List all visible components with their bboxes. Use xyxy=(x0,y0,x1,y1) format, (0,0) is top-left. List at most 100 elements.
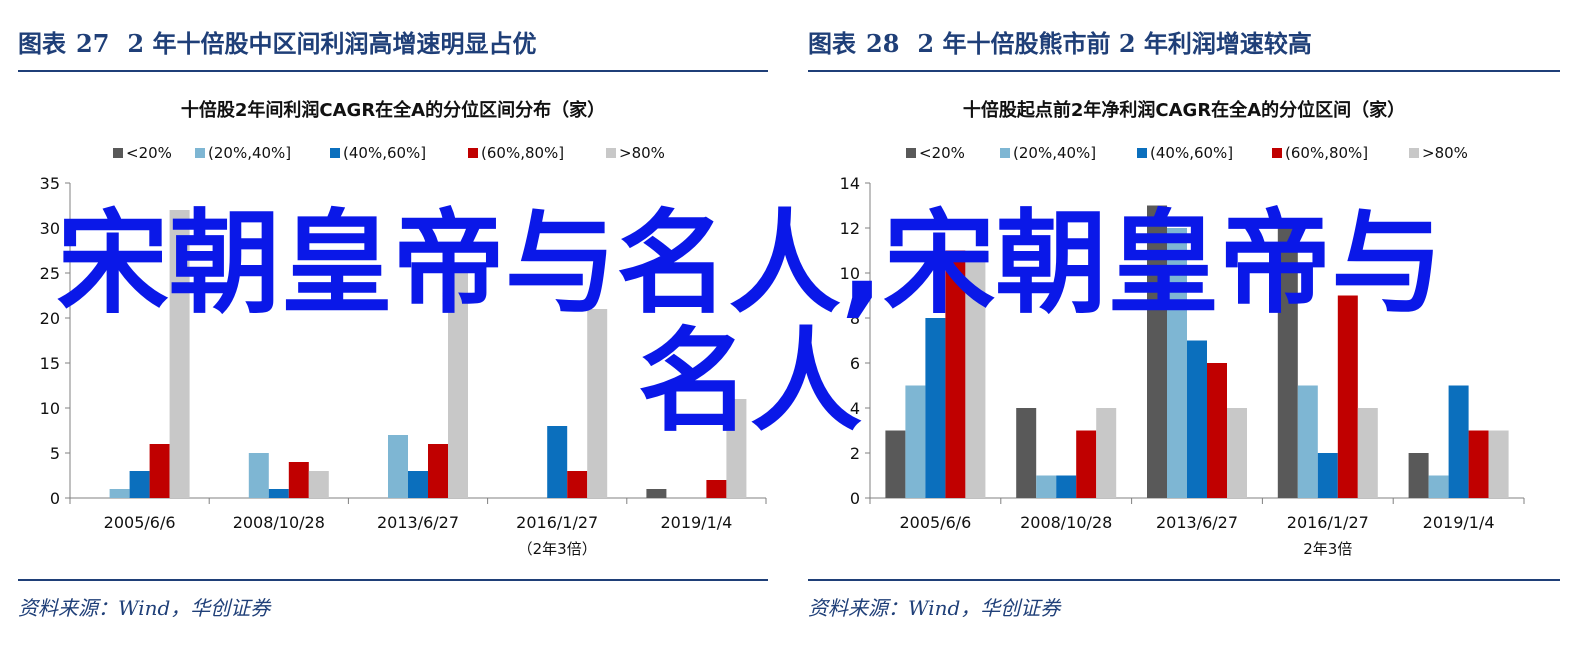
bar xyxy=(308,471,329,498)
legend-swatch xyxy=(1137,148,1147,158)
bar xyxy=(1317,453,1338,498)
legend-swatch xyxy=(906,148,916,158)
figure-title: 图表 28 2 年十倍股熊市前 2 年利润增速较高 xyxy=(808,24,1312,59)
bar-chart-27: 十倍股2年间利润CAGR在全A的分位区间分布（家） <20% (20%,40%] (4… xyxy=(40,99,767,558)
bar xyxy=(1096,408,1117,498)
y-tick-label: 0 xyxy=(850,489,860,508)
bar xyxy=(925,318,946,498)
x-tick-label: 2008/10/28 xyxy=(1020,513,1112,532)
bar xyxy=(428,444,448,498)
top-rule xyxy=(18,70,768,72)
bottom-rule xyxy=(18,579,768,581)
legend-label: >80% xyxy=(619,144,665,162)
x-tick-label: 2016/1/27 xyxy=(1287,513,1369,532)
legend-label: (40%,60%] xyxy=(343,144,426,162)
bar xyxy=(388,435,408,498)
legend-label: <20% xyxy=(919,144,965,162)
bar xyxy=(726,399,747,498)
bar xyxy=(1277,228,1298,498)
y-tick-label: 25 xyxy=(40,264,60,283)
figure-heading: 2 年十倍股熊市前 2 年利润增速较高 xyxy=(917,29,1312,58)
y-tick-label: 8 xyxy=(850,309,860,328)
y-tick-label: 0 xyxy=(50,489,60,508)
x-tick-label: 2013/6/27 xyxy=(1156,513,1238,532)
legend-label: (20%,40%] xyxy=(1013,144,1096,162)
legend-swatch xyxy=(330,148,340,158)
bar xyxy=(1357,408,1378,498)
x-tick-label: 2005/6/6 xyxy=(104,513,176,532)
bar xyxy=(1428,475,1449,498)
bar xyxy=(587,309,608,498)
figure-number: 27 xyxy=(76,29,110,58)
bar xyxy=(1488,430,1509,498)
source-note: 资料来源：Wind，华创证券 xyxy=(18,596,271,620)
figure-label: 图表 xyxy=(18,29,66,58)
x-tick-sublabel: 2年3倍 xyxy=(1303,540,1352,558)
bar xyxy=(885,430,906,498)
bar xyxy=(109,489,130,498)
legend-label: (40%,60%] xyxy=(1150,144,1233,162)
bar xyxy=(1167,228,1187,498)
figure-number: 28 xyxy=(866,29,900,58)
figure-title: 图表 27 2 年十倍股中区间利润高增速明显占优 xyxy=(18,24,536,59)
bar xyxy=(1187,340,1207,498)
y-tick-label: 15 xyxy=(40,354,60,373)
top-rule xyxy=(808,70,1560,72)
legend-label: (60%,80%] xyxy=(1285,144,1368,162)
x-tick-label: 2013/6/27 xyxy=(377,513,459,532)
y-tick-label: 12 xyxy=(840,219,860,238)
x-tick-label: 2005/6/6 xyxy=(899,513,971,532)
figure-heading: 2 年十倍股中区间利润高增速明显占优 xyxy=(127,29,537,58)
legend-swatch xyxy=(468,148,478,158)
bar xyxy=(1468,430,1489,498)
bar xyxy=(547,426,568,498)
y-tick-label: 20 xyxy=(40,309,60,328)
y-tick-label: 10 xyxy=(840,264,860,283)
legend-swatch xyxy=(1409,148,1419,158)
x-tick-label: 2016/1/27 xyxy=(516,513,598,532)
y-tick-label: 4 xyxy=(850,399,860,418)
bar xyxy=(965,250,986,498)
y-tick-label: 35 xyxy=(40,174,60,193)
chart-panel-28: 图表 28 2 年十倍股熊市前 2 年利润增速较高 十倍股起点前2年净利润CAGR在… xyxy=(808,0,1560,647)
y-tick-label: 30 xyxy=(40,219,60,238)
y-tick-label: 5 xyxy=(50,444,60,463)
bar xyxy=(1227,408,1247,498)
bar xyxy=(129,471,150,498)
x-tick-label: 2019/1/4 xyxy=(1423,513,1495,532)
bar-chart-28: 十倍股起点前2年净利润CAGR在全A的分位区间（家） <20% (20%,40%] (… xyxy=(840,99,1525,558)
legend-label: (20%,40%] xyxy=(208,144,291,162)
bar xyxy=(1056,475,1077,498)
legend-swatch xyxy=(606,148,616,158)
y-tick-label: 6 xyxy=(850,354,860,373)
bar xyxy=(149,444,170,498)
chart-panel-27: 图表 27 2 年十倍股中区间利润高增速明显占优 十倍股2年间利润CAGR在全A的分… xyxy=(18,0,768,647)
legend-swatch xyxy=(195,148,205,158)
bar xyxy=(1207,363,1227,498)
legend-label: >80% xyxy=(1422,144,1468,162)
bar xyxy=(945,250,966,498)
bar xyxy=(567,471,588,498)
bar xyxy=(1337,295,1358,498)
bar xyxy=(248,453,269,498)
bar xyxy=(905,385,926,498)
bar xyxy=(1448,385,1469,498)
bar xyxy=(408,471,428,498)
figure-label: 图表 xyxy=(808,29,856,58)
bar xyxy=(1016,408,1037,498)
x-tick-label: 2019/1/4 xyxy=(660,513,732,532)
bar xyxy=(268,489,289,498)
legend-swatch xyxy=(1000,148,1010,158)
legend-swatch xyxy=(1272,148,1282,158)
y-tick-label: 2 xyxy=(850,444,860,463)
bar xyxy=(1036,475,1057,498)
chart-title: 十倍股起点前2年净利润CAGR在全A的分位区间（家） xyxy=(963,99,1405,121)
bar xyxy=(1297,385,1318,498)
bar xyxy=(169,210,190,498)
y-tick-label: 10 xyxy=(40,399,60,418)
bottom-rule xyxy=(808,579,1560,581)
legend-label: <20% xyxy=(126,144,172,162)
chart-title: 十倍股2年间利润CAGR在全A的分位区间分布（家） xyxy=(181,99,605,121)
bar xyxy=(646,489,667,498)
bar xyxy=(1147,205,1167,498)
